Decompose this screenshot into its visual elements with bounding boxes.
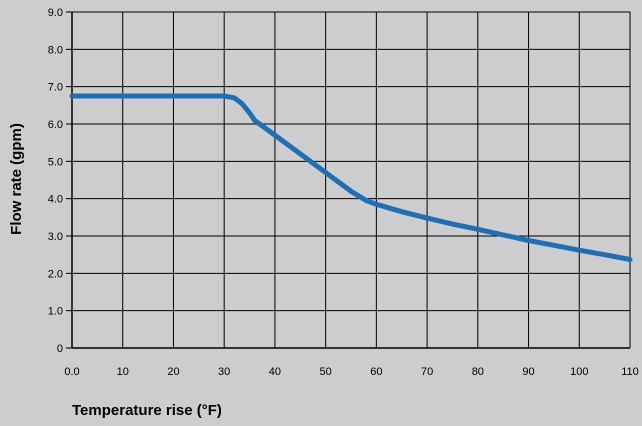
x-tick-label: 110 <box>621 366 639 378</box>
y-tick-label: 6.0 <box>48 119 63 131</box>
series-line <box>69 93 633 262</box>
x-tick-label: 100 <box>570 366 588 378</box>
y-tick-label: 2.0 <box>48 268 63 280</box>
x-tick-label: 80 <box>472 366 484 378</box>
x-tick-label: 60 <box>370 366 382 378</box>
y-tick-label: 5.0 <box>48 156 63 168</box>
x-tick-label: 40 <box>269 366 281 378</box>
x-tick-label: 90 <box>522 366 534 378</box>
y-tick-label: 7.0 <box>48 82 63 94</box>
x-tick-label: 50 <box>320 366 332 378</box>
y-tick-labels: 0 1.0 2.0 3.0 4.0 5.0 6.0 7.0 8.0 9.0 <box>48 7 63 355</box>
y-tick-label: 3.0 <box>48 231 63 243</box>
x-tick-label: 0.0 <box>64 366 79 378</box>
y-tick-label: 8.0 <box>48 44 63 56</box>
y-tick-label: 1.0 <box>48 306 63 318</box>
y-tick-label: 9.0 <box>48 7 63 19</box>
x-tick-label: 20 <box>167 366 179 378</box>
x-tick-label: 30 <box>218 366 230 378</box>
y-axis-label: Flow rate (gpm) <box>8 123 25 235</box>
axes <box>66 11 630 349</box>
y-tick-label: 0 <box>57 343 63 355</box>
plot-area <box>72 12 630 348</box>
x-tick-labels: 0.0 10 20 30 40 50 60 70 80 90 100 110 <box>64 366 638 378</box>
y-tick-label: 4.0 <box>48 194 63 206</box>
x-tick-label: 10 <box>117 366 129 378</box>
x-tick-label: 70 <box>421 366 433 378</box>
x-axis-label: Temperature rise (°F) <box>72 402 222 419</box>
